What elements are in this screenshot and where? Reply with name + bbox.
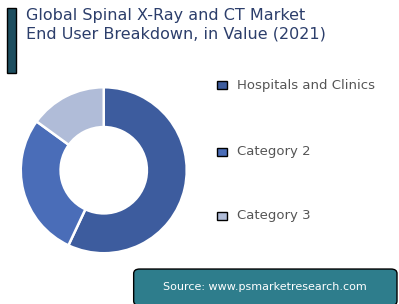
Text: Category 2: Category 2 — [237, 146, 311, 158]
Wedge shape — [68, 87, 187, 253]
Wedge shape — [21, 122, 85, 245]
Wedge shape — [37, 87, 104, 145]
Text: Global Spinal X-Ray and CT Market
End User Breakdown, in Value (2021): Global Spinal X-Ray and CT Market End Us… — [26, 8, 326, 42]
Text: Source: www.psmarketresearch.com: Source: www.psmarketresearch.com — [164, 282, 367, 292]
Text: Hospitals and Clinics: Hospitals and Clinics — [237, 79, 375, 92]
Text: Category 3: Category 3 — [237, 209, 311, 222]
